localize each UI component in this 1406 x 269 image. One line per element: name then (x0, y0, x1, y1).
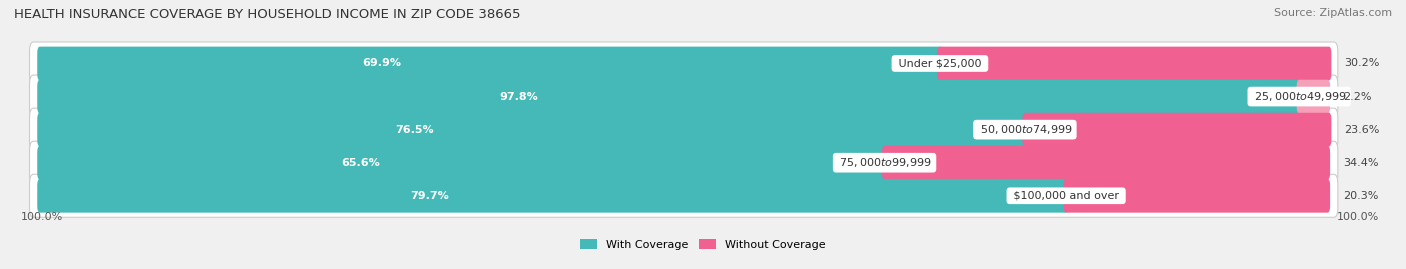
FancyBboxPatch shape (37, 80, 1302, 114)
Text: 69.9%: 69.9% (363, 58, 401, 69)
Text: 100.0%: 100.0% (1337, 212, 1379, 222)
FancyBboxPatch shape (37, 146, 887, 180)
Text: 97.8%: 97.8% (499, 91, 537, 102)
FancyBboxPatch shape (1063, 179, 1330, 213)
FancyBboxPatch shape (30, 42, 1339, 85)
FancyBboxPatch shape (37, 113, 1028, 147)
Text: 20.3%: 20.3% (1343, 191, 1378, 201)
FancyBboxPatch shape (37, 47, 942, 80)
Text: $25,000 to $49,999: $25,000 to $49,999 (1251, 90, 1347, 103)
Text: Under $25,000: Under $25,000 (896, 58, 986, 69)
Text: 79.7%: 79.7% (411, 191, 449, 201)
Text: $100,000 and over: $100,000 and over (1010, 191, 1122, 201)
Text: Source: ZipAtlas.com: Source: ZipAtlas.com (1274, 8, 1392, 18)
Text: $50,000 to $74,999: $50,000 to $74,999 (977, 123, 1073, 136)
Text: 34.4%: 34.4% (1343, 158, 1378, 168)
Text: $75,000 to $99,999: $75,000 to $99,999 (837, 156, 934, 169)
Text: 65.6%: 65.6% (342, 158, 380, 168)
FancyBboxPatch shape (882, 146, 1330, 180)
Legend: With Coverage, Without Coverage: With Coverage, Without Coverage (576, 235, 830, 255)
Text: HEALTH INSURANCE COVERAGE BY HOUSEHOLD INCOME IN ZIP CODE 38665: HEALTH INSURANCE COVERAGE BY HOUSEHOLD I… (14, 8, 520, 21)
FancyBboxPatch shape (30, 174, 1339, 217)
Text: 76.5%: 76.5% (395, 125, 433, 135)
FancyBboxPatch shape (938, 47, 1331, 80)
FancyBboxPatch shape (1296, 80, 1330, 114)
FancyBboxPatch shape (1022, 113, 1331, 147)
Text: 2.2%: 2.2% (1343, 91, 1371, 102)
Text: 23.6%: 23.6% (1344, 125, 1379, 135)
FancyBboxPatch shape (30, 141, 1339, 184)
FancyBboxPatch shape (30, 108, 1339, 151)
Text: 100.0%: 100.0% (21, 212, 63, 222)
FancyBboxPatch shape (30, 75, 1339, 118)
FancyBboxPatch shape (37, 179, 1069, 213)
Text: 30.2%: 30.2% (1344, 58, 1379, 69)
